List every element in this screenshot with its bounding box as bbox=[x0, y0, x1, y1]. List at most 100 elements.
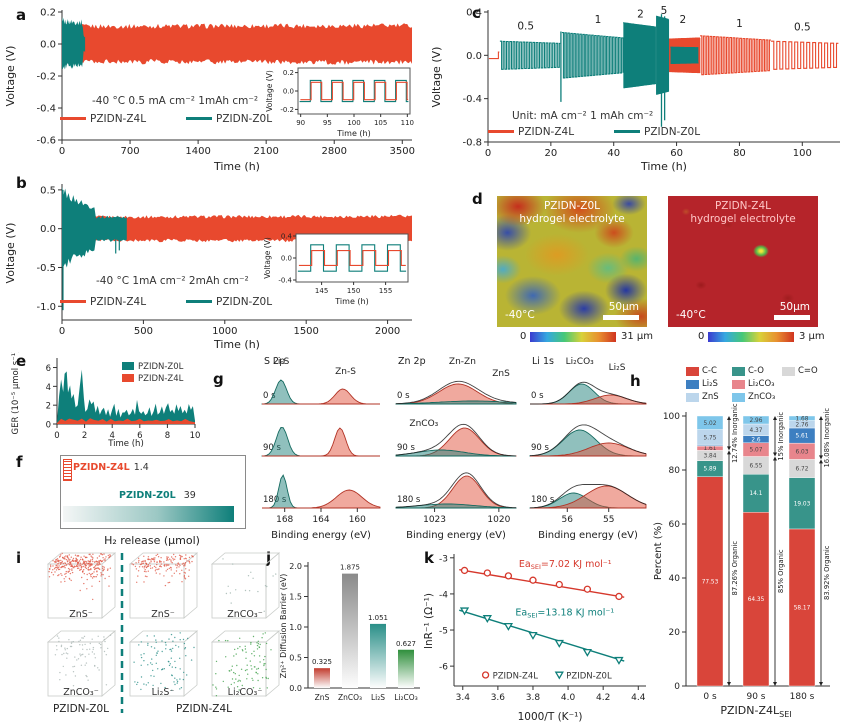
scatter-dot bbox=[100, 573, 103, 575]
scatter-dot bbox=[164, 686, 166, 689]
colorbar-min: 0 bbox=[698, 331, 705, 342]
tick-label: 2 bbox=[46, 402, 51, 412]
scatter-dot bbox=[107, 554, 110, 557]
stack-segment bbox=[696, 476, 724, 687]
tick-label: -0.6 bbox=[36, 136, 56, 147]
scatter-dot bbox=[85, 567, 88, 570]
scatter-dot bbox=[164, 641, 167, 644]
data-point bbox=[554, 639, 564, 648]
heatmap-title: PZIDN-Z0L hydrogel electrolyte bbox=[497, 200, 647, 226]
scatter-dot bbox=[63, 557, 65, 560]
scatter-dot bbox=[189, 562, 191, 564]
scatter-dot bbox=[73, 567, 75, 569]
axis-label: Binding energy (eV) bbox=[271, 530, 371, 541]
series-value: 39 bbox=[183, 490, 196, 501]
scatter-dot bbox=[161, 640, 163, 642]
scatter-dot bbox=[188, 575, 190, 577]
scatter-dot bbox=[137, 570, 140, 572]
data-point bbox=[459, 607, 470, 616]
cycling-band bbox=[62, 186, 127, 268]
colorbar-max: 31 μm bbox=[621, 331, 654, 342]
scatter-dot bbox=[247, 673, 249, 675]
time-label: 0 s bbox=[263, 391, 276, 401]
scatter-dot bbox=[58, 640, 60, 643]
tick-label: 0 bbox=[674, 682, 680, 692]
tick-label: 2800 bbox=[321, 146, 346, 157]
scatter-dot bbox=[179, 688, 181, 690]
scatter-dot bbox=[149, 662, 152, 664]
scatter-dot bbox=[182, 678, 185, 681]
scatter-dot bbox=[137, 575, 139, 577]
heatmap-title-line1: PZIDN-Z4L bbox=[714, 200, 772, 212]
tick-label: -3 bbox=[439, 554, 448, 564]
scatter-dot bbox=[161, 669, 163, 671]
scatter-dot bbox=[68, 564, 71, 566]
scatter-dot bbox=[99, 559, 102, 562]
scatter-dot bbox=[71, 571, 74, 574]
xps-envelope bbox=[395, 472, 516, 509]
scatter-dot bbox=[109, 555, 112, 557]
xlabel-sub: SEI bbox=[779, 710, 792, 720]
scatter-dot bbox=[86, 556, 88, 559]
scatter-dot bbox=[265, 676, 267, 678]
scatter-dot bbox=[160, 682, 162, 685]
tick-label: 60 bbox=[669, 520, 681, 530]
scatter-dot bbox=[56, 566, 58, 568]
stack-segment bbox=[742, 473, 770, 513]
scatter-dot bbox=[56, 564, 58, 567]
scatter-dot bbox=[160, 557, 162, 559]
scatter-dot bbox=[140, 688, 142, 691]
tick-label: 0.0 bbox=[40, 224, 56, 235]
scatter-dot bbox=[88, 553, 90, 556]
scatter-dot bbox=[86, 562, 88, 564]
organic-annotation: 87.26% Organic bbox=[731, 541, 739, 596]
scatter-dot bbox=[251, 653, 253, 655]
scatter-dot bbox=[94, 568, 96, 570]
scatter-dot bbox=[140, 641, 142, 643]
inorganic-annotation: 16.08% Inorganic bbox=[823, 408, 831, 468]
scatter-dot bbox=[256, 644, 259, 647]
scatter-dot bbox=[86, 573, 88, 576]
scatter-dot bbox=[60, 554, 62, 556]
scatter-dot bbox=[155, 566, 157, 569]
tick-label: 1400 bbox=[185, 146, 210, 157]
scatter-dot bbox=[160, 561, 162, 563]
panel-label-h: h bbox=[630, 372, 641, 390]
scatter-dot bbox=[179, 564, 181, 567]
data-point bbox=[615, 592, 623, 601]
scatter-dot bbox=[67, 567, 70, 570]
scatter-dot bbox=[151, 663, 153, 666]
h2-release-plot: PZIDN-Z4L 1.4 PZIDN-Z0L 39 bbox=[60, 455, 246, 529]
scatter-dot bbox=[167, 556, 169, 558]
scatter-dot bbox=[180, 555, 182, 557]
square-wave bbox=[668, 37, 701, 74]
tick-label: 100 bbox=[347, 119, 360, 127]
scatter-dot bbox=[136, 581, 138, 583]
tick-label: -0.4 bbox=[36, 104, 56, 115]
tick-label: 40 bbox=[607, 148, 620, 159]
legend-swatch bbox=[732, 379, 745, 389]
scatter-dot bbox=[155, 554, 157, 557]
scatter-dot bbox=[248, 590, 251, 592]
scatter-dot bbox=[78, 567, 80, 569]
square-wave bbox=[488, 51, 500, 60]
legend-label: PZIDN-Z4L bbox=[138, 374, 184, 384]
stack-segment bbox=[696, 415, 724, 430]
time-label: 180 s bbox=[263, 495, 287, 505]
xps-peak bbox=[262, 388, 380, 405]
segment-value: 5.02 bbox=[704, 421, 717, 427]
scatter-dot bbox=[105, 556, 107, 558]
scatter-dot bbox=[94, 565, 97, 567]
scatter-dot bbox=[234, 673, 236, 675]
scatter-dot bbox=[165, 565, 168, 567]
scatter-dot bbox=[244, 589, 247, 592]
scatter-dot bbox=[151, 558, 154, 560]
scatter-dot bbox=[259, 661, 261, 663]
scatter-dot bbox=[64, 567, 66, 569]
scatter-dot bbox=[81, 637, 83, 639]
group-label: PZIDN-Z0L bbox=[52, 703, 110, 715]
scatter-dot bbox=[233, 671, 235, 674]
scatter-dot bbox=[87, 568, 89, 571]
segment-value: 4.37 bbox=[750, 428, 763, 434]
